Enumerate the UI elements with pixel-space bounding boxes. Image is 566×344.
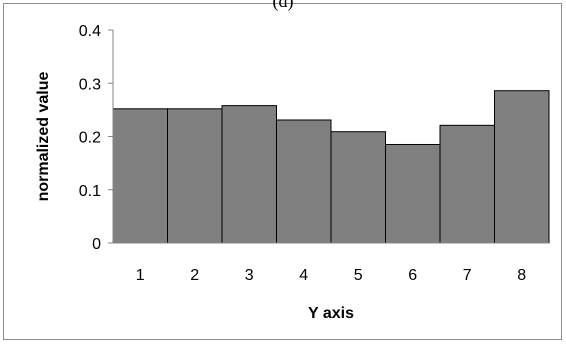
x-tick-group: 1 2 3 4 5 6 7 8	[136, 267, 527, 284]
y-tick-label: 0.4	[79, 23, 101, 40]
bar-5	[330, 131, 386, 244]
x-tick-label: 8	[517, 267, 526, 284]
bar-7	[439, 124, 495, 244]
x-axis-title: Y axis	[308, 305, 354, 322]
y-tick-label: 0	[92, 236, 101, 253]
x-tick-label: 1	[136, 267, 145, 284]
y-tick-label: 0.1	[79, 183, 101, 200]
bar-8	[494, 90, 550, 244]
bar-3	[221, 105, 277, 244]
x-tick-label: 5	[354, 267, 363, 284]
panel-label: (d)	[272, 0, 294, 11]
y-tick-label: 0.2	[79, 130, 101, 147]
x-tick-label: 7	[463, 267, 472, 284]
y-tick-group: 0 0.1 0.2 0.3 0.4	[79, 23, 113, 253]
x-tick-label: 2	[190, 267, 199, 284]
y-tick-label: 0.3	[79, 76, 101, 93]
bars-group	[112, 90, 550, 244]
bar-4	[276, 119, 332, 244]
bar-2	[167, 108, 223, 244]
bar-6	[385, 143, 441, 244]
x-tick-label: 4	[299, 267, 308, 284]
x-tick-label: 3	[245, 267, 254, 284]
y-axis-title: normalized value	[35, 71, 52, 201]
bar-1	[112, 108, 168, 244]
x-tick-label: 6	[408, 267, 417, 284]
